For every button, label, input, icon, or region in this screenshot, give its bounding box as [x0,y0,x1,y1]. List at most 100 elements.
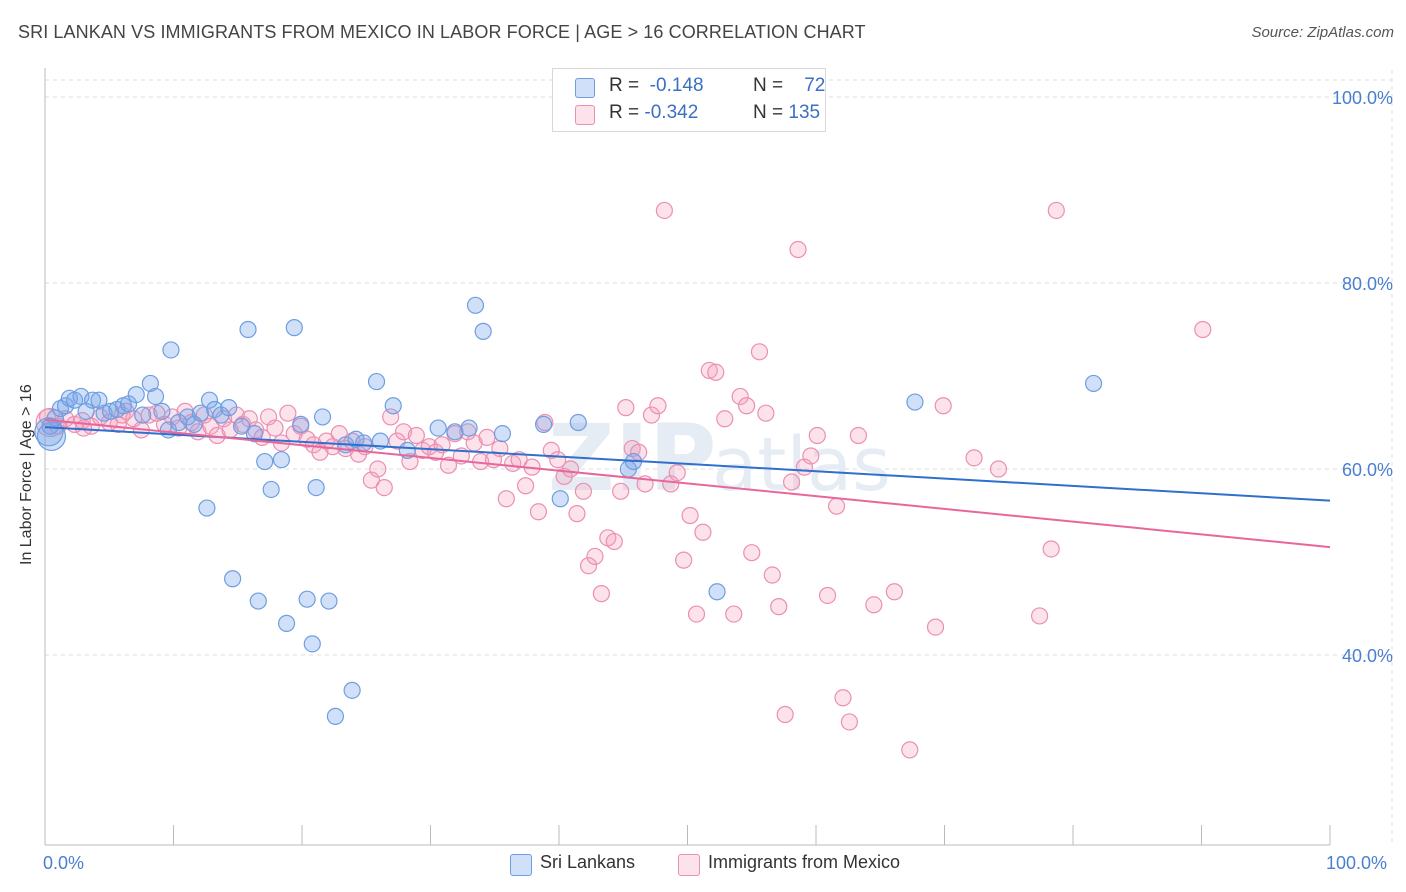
sri-point [191,404,210,422]
sri-point [83,391,102,409]
sri-point [298,590,316,608]
sri-point [41,417,59,435]
mexico-point [561,460,580,478]
sri-point [285,319,303,337]
mexico-point [818,586,837,605]
mexico-point [574,482,593,500]
grid-lines [45,70,1393,845]
sri-point [307,479,325,497]
axes [44,68,1331,846]
mexico-point [849,426,868,445]
mexico-point [516,477,535,495]
sri-point [708,583,726,601]
sri-point [245,425,264,443]
sri-point [474,322,492,340]
mexico-swatch [575,105,595,125]
mexico-point [770,598,788,616]
chart-title: SRI LANKAN VS IMMIGRANTS FROM MEXICO IN … [18,22,866,42]
mexico-point [612,482,630,500]
mexico-point [731,387,749,406]
mexico-point [926,618,945,636]
x-tick-label-min: 0.0% [43,853,85,873]
sri-point [446,423,464,441]
mexico-point [586,547,604,566]
sri-point [256,452,274,471]
sri-point [200,391,219,409]
n-value: 135 [788,102,821,123]
mexico-point [266,419,284,437]
mexico-point [934,397,952,415]
sri-point [141,374,159,393]
r-stat: R = -0.148 [609,75,704,97]
sri-point [90,391,108,409]
r-label: R = [609,75,640,96]
source-label: Source: ZipAtlas.com [1251,24,1394,41]
mexico-point [808,426,826,445]
mexico-swatch [678,854,700,876]
legend-label: Sri Lankans [540,852,636,872]
mexico-point [439,456,458,474]
y-tick-labels: 40.0% 60.0% 80.0% 100.0% [1332,88,1393,666]
svg-text:atlas: atlas [712,422,891,508]
x-tick-label-max: 100.0% [1326,853,1388,873]
sri-point [127,386,145,404]
mexico-point [743,544,761,562]
mexico-point [382,408,400,426]
sri-swatch [575,78,595,98]
mexico-point [1194,320,1212,339]
r-value: -0.342 [644,102,699,123]
mexico-point [965,449,983,467]
mexico-point [478,428,496,446]
y-tick-label: 60.0% [1342,460,1393,480]
legend-label: Immigrants from Mexico [708,852,901,872]
sri-point [262,480,280,499]
mexico-point [202,417,220,435]
sri-point [162,341,180,359]
mexico-point [776,705,794,724]
mexico-point [840,713,859,731]
sri-point [1084,374,1103,393]
sri-point [95,404,113,422]
y-tick-label: 80.0% [1342,274,1393,294]
mexico-point [757,404,775,422]
mexico-point [407,426,425,445]
sri-trend-line [44,426,1331,502]
mexico-point [694,523,712,541]
mexico-point [579,557,598,575]
r-stat: R = -0.342 [609,102,698,124]
sri-point [153,402,171,420]
trend-lines [44,418,1331,549]
sri-point [326,707,345,725]
series-legend: Sri Lankans Immigrants from Mexico [0,852,1406,878]
sri-point [220,399,238,417]
n-stat: N = 72 [753,75,825,97]
mexico-point [568,505,586,523]
sri-point [493,425,512,443]
sri-point [320,592,338,610]
sri-point [272,451,291,469]
mexico-point [901,741,919,759]
mexico-point [1042,540,1060,558]
sri-point [429,419,447,437]
sri-point [355,434,373,452]
mexico-point [681,506,699,525]
sri-swatch [510,854,532,876]
mexico-point [394,423,413,441]
mexico-point [617,399,635,417]
mexico-point [375,479,393,497]
mexico-point [675,551,693,569]
mexico-point [668,464,686,482]
sri-point [384,397,402,415]
sri-point [36,421,67,452]
sri-point [239,320,257,339]
mexico-point [707,363,725,381]
sri-point [101,402,120,420]
sri-point [460,419,478,437]
sri-point [534,415,553,433]
mexico-point [497,490,515,508]
sri-point [224,570,242,588]
y-tick-label: 40.0% [1342,646,1393,666]
sri-point [343,681,361,699]
mexico-trend-line [44,418,1331,549]
